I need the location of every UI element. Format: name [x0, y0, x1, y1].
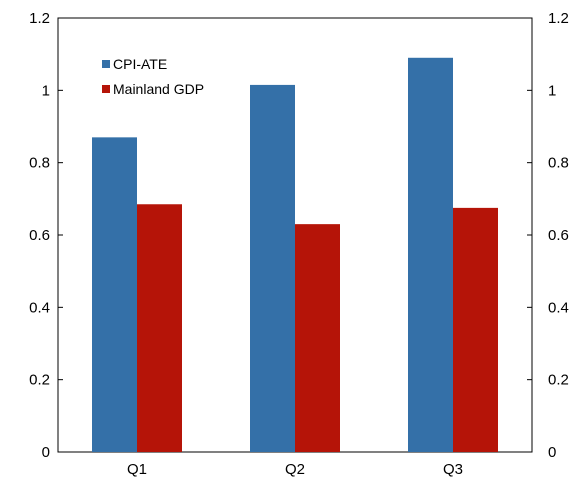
x-tick-label-q1: Q1: [127, 461, 147, 478]
y-tick-label-right: 0: [548, 444, 556, 461]
x-axis: Q1 Q2 Q3: [127, 461, 463, 478]
y-tick-label-right: 0.6: [548, 227, 569, 244]
y-tick-label-right: 1: [548, 82, 556, 99]
legend-label-cpi-ate: CPI-ATE: [113, 56, 167, 72]
legend-swatch-mainland-gdp: [102, 85, 110, 93]
y-tick-label-left: 0.4: [29, 299, 50, 316]
bar-cpi-ate-q3: [408, 57, 453, 453]
x-tick-label-q3: Q3: [443, 461, 463, 478]
bar-mainland-gdp-q1: [137, 204, 182, 452]
y-tick-label-right: 1.2: [548, 10, 569, 27]
legend: CPI-ATE Mainland GDP: [102, 56, 204, 97]
x-tick-label-q2: Q2: [285, 461, 305, 478]
bar-cpi-ate-q1: [92, 137, 137, 452]
left-y-axis: 0 0.2 0.4 0.6 0.8 1 1.2: [29, 10, 63, 461]
y-tick-label-left: 0: [42, 444, 50, 461]
right-y-axis: 0 0.2 0.4 0.6 0.8 1 1.2: [527, 10, 569, 461]
legend-label-mainland-gdp: Mainland GDP: [113, 81, 204, 97]
y-tick-label-right: 0.8: [548, 155, 569, 172]
bars-group: [92, 57, 498, 453]
bar-mainland-gdp-q3: [453, 207, 498, 452]
bar-cpi-ate-q2: [250, 84, 295, 453]
y-tick-label-left: 1.2: [29, 10, 50, 27]
y-tick-label-left: 0.8: [29, 155, 50, 172]
legend-swatch-cpi-ate: [102, 60, 110, 68]
bar-mainland-gdp-q2: [295, 224, 340, 452]
y-tick-label-left: 1: [42, 82, 50, 99]
y-tick-label-right: 0.4: [548, 299, 569, 316]
y-tick-label-right: 0.2: [548, 372, 569, 389]
y-tick-label-left: 0.6: [29, 227, 50, 244]
y-tick-label-left: 0.2: [29, 372, 50, 389]
